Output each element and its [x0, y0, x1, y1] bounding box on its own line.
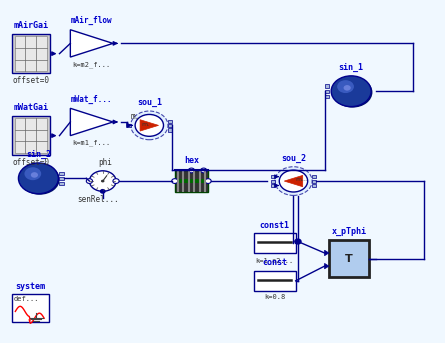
FancyBboxPatch shape	[254, 233, 295, 253]
Text: const1: const1	[259, 221, 290, 229]
Circle shape	[20, 164, 60, 195]
Polygon shape	[284, 175, 303, 187]
Circle shape	[113, 179, 119, 184]
Text: offset=0: offset=0	[12, 158, 49, 167]
FancyBboxPatch shape	[312, 184, 316, 187]
Text: sou_2: sou_2	[281, 154, 306, 163]
FancyBboxPatch shape	[329, 240, 369, 277]
Text: mAirGai: mAirGai	[13, 21, 49, 29]
Text: k=m2_f...: k=m2_f...	[73, 61, 111, 68]
Circle shape	[188, 168, 194, 173]
Circle shape	[344, 85, 351, 91]
Polygon shape	[324, 250, 329, 256]
Text: const: const	[262, 258, 287, 267]
Text: k=0.8: k=0.8	[264, 295, 285, 300]
Circle shape	[275, 167, 312, 196]
Circle shape	[279, 170, 307, 192]
Text: offset=0: offset=0	[12, 76, 49, 85]
Circle shape	[101, 180, 105, 182]
Circle shape	[135, 115, 163, 136]
FancyBboxPatch shape	[59, 177, 64, 180]
Text: sou_1: sou_1	[137, 98, 162, 107]
FancyBboxPatch shape	[325, 90, 329, 93]
Circle shape	[332, 77, 372, 108]
FancyBboxPatch shape	[271, 175, 275, 178]
Circle shape	[201, 168, 207, 173]
Text: k=1_a2...: k=1_a2...	[255, 257, 294, 263]
Circle shape	[172, 179, 178, 184]
FancyBboxPatch shape	[312, 180, 316, 183]
FancyBboxPatch shape	[175, 179, 208, 184]
Text: mAir_flow: mAir_flow	[71, 16, 113, 25]
FancyBboxPatch shape	[312, 175, 316, 178]
FancyBboxPatch shape	[325, 84, 329, 88]
Text: def...: def...	[14, 296, 40, 302]
Text: system: system	[16, 282, 46, 291]
Circle shape	[24, 167, 41, 180]
Circle shape	[337, 80, 354, 93]
FancyBboxPatch shape	[168, 120, 172, 123]
Polygon shape	[70, 30, 113, 57]
FancyBboxPatch shape	[127, 124, 131, 127]
Text: m.: m.	[141, 122, 149, 127]
Circle shape	[18, 163, 58, 194]
Polygon shape	[140, 120, 158, 131]
Text: m.: m.	[131, 111, 140, 120]
FancyBboxPatch shape	[59, 182, 64, 185]
FancyBboxPatch shape	[12, 295, 49, 322]
Text: sin_2: sin_2	[26, 150, 51, 159]
FancyBboxPatch shape	[175, 170, 208, 192]
FancyBboxPatch shape	[325, 95, 329, 98]
FancyBboxPatch shape	[12, 116, 50, 155]
Text: sin_1: sin_1	[339, 63, 364, 72]
FancyBboxPatch shape	[271, 180, 275, 183]
Circle shape	[295, 239, 301, 244]
FancyBboxPatch shape	[271, 184, 275, 187]
Circle shape	[205, 179, 211, 184]
Text: m...: m...	[295, 177, 308, 182]
Text: phi: phi	[98, 158, 112, 167]
Text: k=m1_f...: k=m1_f...	[73, 140, 111, 146]
Text: mWat_f...: mWat_f...	[71, 94, 113, 104]
FancyBboxPatch shape	[168, 129, 172, 131]
Polygon shape	[70, 108, 113, 135]
Circle shape	[131, 111, 168, 140]
Text: hex: hex	[184, 156, 199, 165]
Circle shape	[31, 172, 38, 178]
Circle shape	[101, 190, 105, 193]
FancyBboxPatch shape	[15, 118, 47, 153]
Circle shape	[331, 76, 371, 107]
FancyBboxPatch shape	[254, 271, 295, 291]
Circle shape	[89, 171, 116, 191]
FancyBboxPatch shape	[12, 34, 50, 73]
FancyBboxPatch shape	[168, 124, 172, 127]
Text: senRel...: senRel...	[77, 196, 119, 204]
FancyBboxPatch shape	[15, 36, 47, 71]
Circle shape	[86, 179, 93, 184]
Text: x_pTphi: x_pTphi	[332, 227, 366, 236]
Text: T: T	[345, 253, 353, 264]
Text: mWatGai: mWatGai	[13, 103, 49, 111]
Polygon shape	[324, 263, 329, 269]
FancyBboxPatch shape	[59, 172, 64, 175]
